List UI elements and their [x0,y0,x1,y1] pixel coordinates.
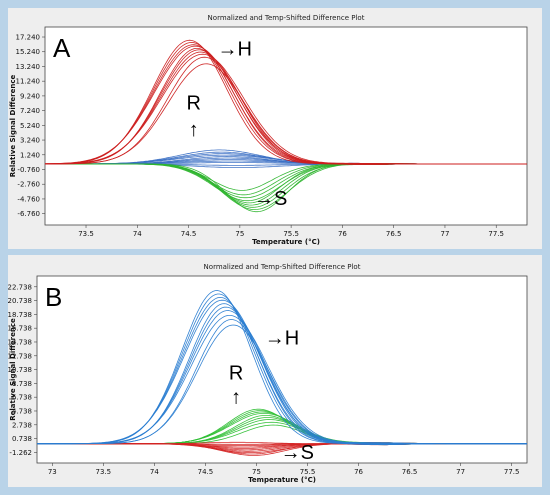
x-tick-label: 75 [235,230,244,238]
curve-h [37,324,527,446]
y-tick-label: 11.240 [16,78,41,86]
y-tick-label: 7.240 [20,107,40,115]
annotation-label: →H [265,327,299,349]
x-tick-label: 76.5 [386,230,402,238]
x-axis-label: Temperature (°C) [252,238,320,246]
y-tick-label: 9.240 [20,92,40,100]
panel-letter: B [45,282,62,312]
x-tick-label: 77 [456,468,465,476]
y-tick-label: 0.738 [12,435,32,443]
y-tick-label: 6.738 [12,394,32,402]
annotation-label: R [229,363,243,385]
x-tick-label: 74 [150,468,159,476]
annotation-label: ↑ [231,387,241,409]
y-tick-label: 5.240 [20,122,40,130]
x-tick-label: 74 [133,230,142,238]
y-axis-label: Relative Signal Difference [9,318,17,421]
chart-title: Normalized and Temp-Shifted Difference P… [204,263,361,271]
y-tick-label: -6.760 [17,210,40,218]
x-tick-label: 76 [354,468,363,476]
x-tick-label: 75 [252,468,261,476]
y-tick-label: 2.738 [12,421,32,429]
y-tick-label: -2.760 [17,181,40,189]
x-tick-label: 73.5 [96,468,112,476]
x-tick-label: 73.5 [78,230,94,238]
y-tick-label: 12.738 [8,352,33,360]
plot-area [44,26,528,226]
y-tick-label: 10.738 [8,366,33,374]
y-tick-label: 15.240 [16,48,41,56]
y-axis-label: Relative Signal Difference [9,75,17,178]
annotation-label: →H [217,39,251,61]
x-tick-label: 74.5 [198,468,214,476]
annotation-label: →S [281,442,314,464]
y-tick-label: 4.738 [12,407,32,415]
y-tick-label: -0.760 [17,166,40,174]
annotation-label: R [186,92,200,114]
x-tick-label: 76 [338,230,347,238]
plot-area [36,275,528,464]
annotation-label: →S [254,188,287,210]
panel-A: Normalized and Temp-Shifted Difference P… [8,8,542,249]
y-tick-label: 20.738 [8,297,33,305]
x-tick-label: 75.5 [283,230,299,238]
y-tick-label: -1.262 [9,449,32,457]
x-tick-label: 75.5 [300,468,316,476]
y-tick-label: 14.738 [8,338,33,346]
x-tick-label: 77 [440,230,449,238]
x-tick-label: 77.5 [488,230,504,238]
y-tick-label: 22.738 [8,283,33,291]
x-tick-label: 73 [48,468,57,476]
annotation-label: ↑ [189,119,199,141]
curve-h [45,63,527,165]
y-tick-label: 16.738 [8,325,33,333]
y-tick-label: 8.738 [12,380,32,388]
x-tick-label: 74.5 [181,230,197,238]
x-tick-label: 77.5 [504,468,520,476]
y-tick-label: -4.760 [17,195,40,203]
panel-letter: A [53,33,71,63]
y-tick-label: 13.240 [16,63,41,71]
y-tick-label: 1.240 [20,151,40,159]
chart-title: Normalized and Temp-Shifted Difference P… [208,14,365,22]
x-tick-label: 76.5 [402,468,418,476]
y-tick-label: 17.240 [16,34,41,42]
panel-B: Normalized and Temp-Shifted Difference P… [8,255,542,487]
x-axis-label: Temperature (°C) [248,476,316,484]
y-tick-label: 3.240 [20,137,40,145]
y-tick-label: 18.738 [8,311,33,319]
